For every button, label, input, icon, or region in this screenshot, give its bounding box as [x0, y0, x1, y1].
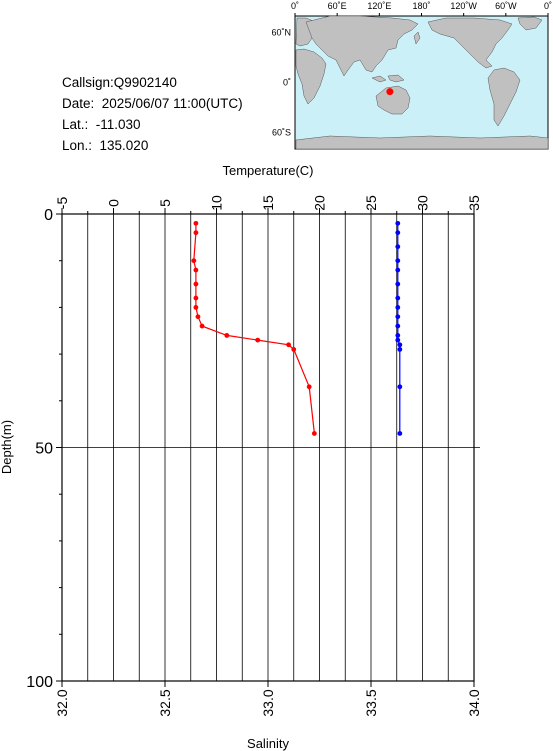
- temperature-point: [199, 323, 205, 329]
- top-axis-tick-label: 5: [157, 199, 173, 207]
- bottom-axis-tick-label: 33.5: [363, 689, 379, 716]
- temperature-point: [195, 314, 201, 320]
- bottom-axis-tick-label: 33.0: [260, 689, 276, 716]
- map-lon-tick: 60˚W: [495, 1, 517, 11]
- temperature-point: [311, 431, 317, 436]
- y-axis-label: Depth(m): [0, 420, 14, 474]
- temperature-point: [193, 295, 199, 301]
- temperature-point: [193, 220, 199, 226]
- float-location-marker: [386, 88, 394, 96]
- y-axis-tick-label: 50: [35, 441, 53, 458]
- temperature-point: [306, 384, 312, 390]
- salinity-point: [395, 281, 401, 287]
- temperature-point: [193, 230, 199, 236]
- callsign-text: Callsign:Q9902140: [62, 75, 177, 90]
- map-lon-tick: 120˚E: [367, 1, 391, 11]
- temperature-point: [291, 347, 297, 352]
- temperature-point: [193, 267, 199, 273]
- salinity-point: [395, 220, 401, 226]
- y-axis-tick-label: 100: [26, 674, 53, 691]
- top-axis-tick-label: -5: [54, 197, 70, 210]
- salinity-point: [395, 258, 401, 264]
- top-axis-tick-label: 0: [106, 199, 122, 207]
- top-axis-tick-label: 35: [466, 195, 482, 211]
- top-axis-tick-label: 30: [415, 195, 431, 211]
- map-lat-tick: 60˚N: [271, 28, 291, 38]
- map-lon-tick: 120˚W: [450, 1, 477, 11]
- y-axis-tick-label: 0: [44, 207, 53, 224]
- top-axis-tick-label: 20: [312, 195, 328, 211]
- salinity-point: [397, 342, 403, 348]
- salinity-point: [397, 384, 403, 390]
- bottom-axis-tick-label: 32.5: [157, 689, 173, 716]
- temperature-point: [255, 337, 261, 343]
- map-lon-tick: 180˚: [412, 1, 430, 11]
- top-axis-tick-label: 10: [209, 195, 225, 211]
- salinity-point: [395, 305, 401, 310]
- temperature-point: [193, 305, 199, 310]
- bottom-axis-label: Salinity: [247, 736, 289, 751]
- top-axis-tick-label: 15: [260, 195, 276, 211]
- top-axis-tick-label: 25: [363, 195, 379, 211]
- map-land: [295, 15, 549, 150]
- map-lon-tick: 60˚E: [328, 1, 347, 11]
- longitude-text: Lon.: 135.020: [62, 138, 149, 153]
- temperature-point: [224, 333, 230, 338]
- float-info: Callsign:Q9902140 Date: 2025/06/07 11:00…: [62, 72, 243, 156]
- salinity-point: [395, 333, 401, 338]
- temperature-point: [286, 342, 291, 348]
- map-lat-tick: 0˚: [283, 78, 291, 88]
- date-text: Date: 2025/06/07 11:00(UTC): [62, 96, 243, 111]
- temperature-line: [193, 223, 315, 434]
- salinity-point: [395, 230, 401, 236]
- salinity-point: [395, 295, 401, 301]
- salinity-point: [395, 314, 401, 320]
- salinity-point: [397, 347, 403, 352]
- salinity-point: [397, 431, 403, 436]
- salinity-point: [395, 323, 401, 329]
- temperature-point: [191, 258, 197, 264]
- map-lon-tick: 0˚: [544, 1, 552, 11]
- salinity-point: [395, 337, 401, 343]
- latitude-text: Lat.: -11.030: [62, 117, 141, 132]
- salinity-point: [395, 244, 401, 250]
- salinity-point: [395, 267, 401, 273]
- map-lat-tick: 60˚S: [272, 127, 291, 137]
- temperature-point: [193, 281, 199, 287]
- map-lon-tick: 0˚: [291, 1, 299, 11]
- bottom-axis-tick-label: 34.0: [466, 689, 482, 716]
- location-map: 0˚ 60˚E 120˚E 180˚ 120˚W 60˚W 0˚ 60˚N 0˚ 60˚S: [271, 1, 552, 150]
- top-axis-label: Temperature(C): [222, 163, 313, 178]
- bottom-axis-tick-label: 32.0: [54, 689, 70, 716]
